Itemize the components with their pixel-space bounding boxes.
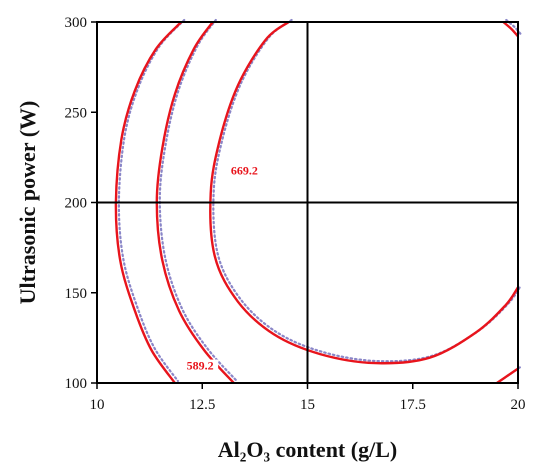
x-tick-label: 20: [511, 397, 526, 413]
x-tick-label: 17.5: [400, 397, 426, 413]
contour-dotted-1: [158, 18, 238, 383]
y-tick-label: 150: [65, 286, 88, 302]
y-tick-label: 300: [65, 15, 88, 31]
contour-label-bg: [182, 359, 219, 373]
y-tick-label: 100: [65, 376, 88, 392]
tick-layer: 10 12.5 15 17.5 20 100 150 200 250 300: [65, 15, 526, 413]
contour-label-bg: [226, 164, 263, 178]
contour-line-3: [502, 21, 519, 38]
contour-line-4: [496, 367, 519, 384]
contour-dotted-0: [117, 18, 186, 383]
crosshair-layer: [97, 22, 518, 383]
y-tick-label: 250: [65, 105, 88, 121]
contour-line-2: [209, 21, 520, 365]
x-tick-label: 12.5: [189, 397, 215, 413]
x-tick-label: 15: [300, 397, 315, 413]
contour-label: 669.2: [231, 164, 258, 178]
x-axis-title: Al₂O₃ content (g/L): [218, 437, 397, 462]
x-tick-label: 10: [90, 397, 105, 413]
contour-dotted-2: [212, 18, 523, 363]
y-tick-label: 200: [65, 196, 88, 212]
y-axis-title: Ultrasonic power (W): [15, 101, 40, 305]
contour-label: 589.2: [187, 359, 214, 373]
